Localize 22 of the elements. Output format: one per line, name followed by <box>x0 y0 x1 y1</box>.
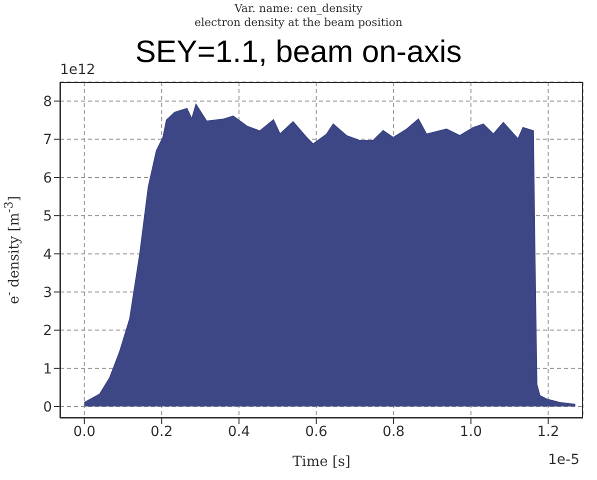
y-tick-label: 0 <box>43 400 52 416</box>
x-tick-label: 1.0 <box>460 424 482 440</box>
y-tick-label: 7 <box>43 132 52 148</box>
y-tick-label: 2 <box>43 323 52 340</box>
text: 1e12 <box>60 62 96 78</box>
text: 1e-5 <box>548 452 580 468</box>
y-tick-label: 5 <box>43 208 52 225</box>
y-tick-label: 4 <box>43 246 52 263</box>
chart-subtitle: electron density at the beam position <box>193 16 404 30</box>
y-tick-label: 1 <box>43 361 52 378</box>
x-axis-title: Time [s] <box>292 454 350 470</box>
y-tick-label: 3 <box>43 284 52 301</box>
x-tick-label: 0.0 <box>73 424 96 440</box>
x-tick-label: 0.2 <box>150 424 173 440</box>
y-tick-label: 8 <box>43 94 52 110</box>
x-tick-label: 0.6 <box>305 424 328 440</box>
chart-title: Var. name: cen_density <box>233 2 364 16</box>
text: SEY=1.1, beam on-axis <box>135 34 462 69</box>
x-tick-label: 0.4 <box>228 424 250 440</box>
x-tick-label: 1.2 <box>537 424 560 440</box>
y-tick-label: 6 <box>43 170 52 186</box>
x-tick-label: 0.8 <box>382 424 405 440</box>
